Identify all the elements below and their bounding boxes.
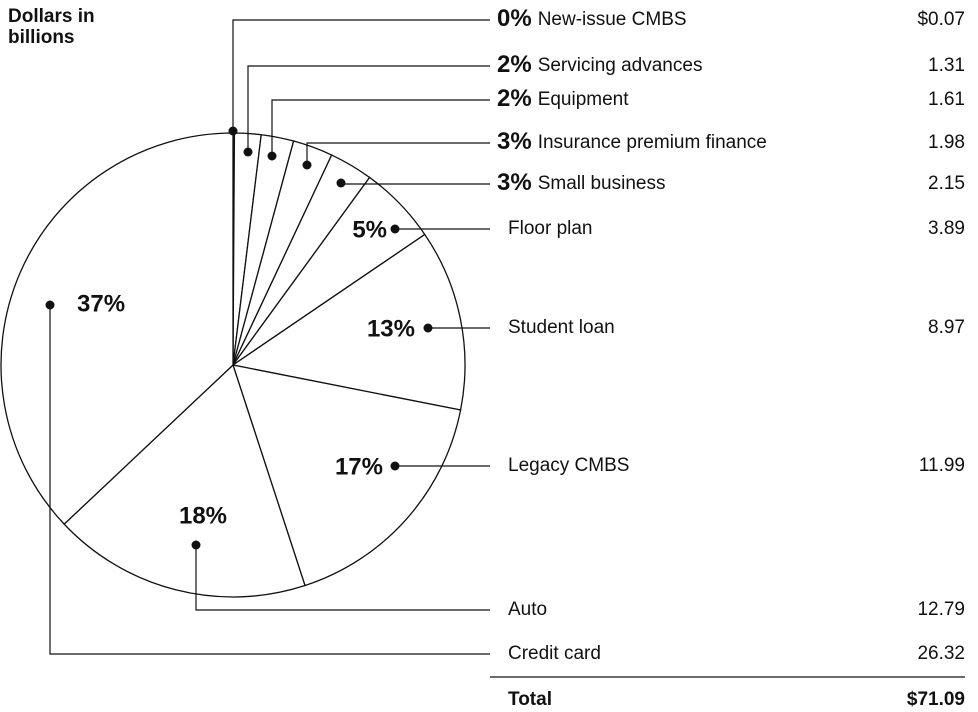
percent-label: 5% [352, 216, 387, 243]
pie-slice [63, 363, 306, 598]
leader-dot [336, 178, 346, 188]
leader-line [271, 99, 490, 156]
pie-slice [232, 364, 462, 587]
legend-label: Auto [508, 599, 547, 620]
leader-line [195, 545, 490, 611]
leader-line [232, 19, 490, 131]
percent-label: 3% [497, 169, 532, 196]
percent-label: 37% [77, 290, 125, 317]
percent-label: 2% [497, 51, 532, 78]
legend-entry: 3% Small business [497, 169, 665, 196]
legend-label: Floor plan [508, 218, 593, 239]
value-label: 8.97 [928, 317, 965, 338]
value-label: 11.99 [919, 455, 965, 476]
legend-label: Student loan [508, 317, 615, 338]
legend-label: Small business [538, 173, 666, 194]
legend-label: New-issue CMBS [538, 9, 687, 30]
leader-line [306, 142, 490, 165]
legend-entry: 2% Servicing advances [497, 51, 702, 78]
value-label: 1.61 [928, 89, 965, 110]
value-label: $0.07 [917, 9, 965, 30]
percent-label: 0% [497, 5, 532, 32]
percent-label: 13% [367, 315, 415, 342]
percent-label: 17% [335, 453, 383, 480]
leader-dot [45, 300, 55, 310]
value-label: 3.89 [928, 218, 965, 239]
leader-dot [302, 160, 312, 170]
legend-entry: 2% Equipment [497, 85, 629, 112]
legend-entry: 0% New-issue CMBS [497, 5, 687, 32]
legend-label: Legacy CMBS [508, 455, 629, 476]
leader-line [247, 65, 490, 152]
legend-label: Insurance premium finance [538, 132, 767, 153]
value-label: 26.32 [917, 643, 965, 664]
pie-slice [231, 233, 466, 411]
leader-line [49, 305, 490, 655]
percent-label: 18% [179, 502, 227, 529]
leader-dot [267, 151, 277, 161]
value-label: 1.31 [928, 55, 965, 76]
legend-label: Equipment [538, 89, 630, 110]
value-label: 12.79 [917, 599, 965, 620]
legend-label: Servicing advances [538, 55, 703, 76]
value-label: 2.15 [928, 173, 965, 194]
chart-title: Dollars in billions [8, 6, 95, 48]
legend-label: Credit card [508, 643, 601, 664]
leader-dot [390, 224, 400, 234]
leader-dot [228, 126, 238, 136]
leader-dot [423, 323, 433, 333]
total-label: Total [508, 689, 552, 710]
value-label: 1.98 [928, 132, 965, 153]
percent-label: 3% [497, 128, 532, 155]
total-value: $71.09 [907, 689, 965, 710]
pie-slice [0, 132, 234, 526]
percent-label: 2% [497, 85, 532, 112]
legend-entry: 3% Insurance premium finance [497, 128, 767, 155]
leader-dot [390, 461, 400, 471]
leader-dot [243, 147, 253, 157]
leader-dot [191, 540, 201, 550]
